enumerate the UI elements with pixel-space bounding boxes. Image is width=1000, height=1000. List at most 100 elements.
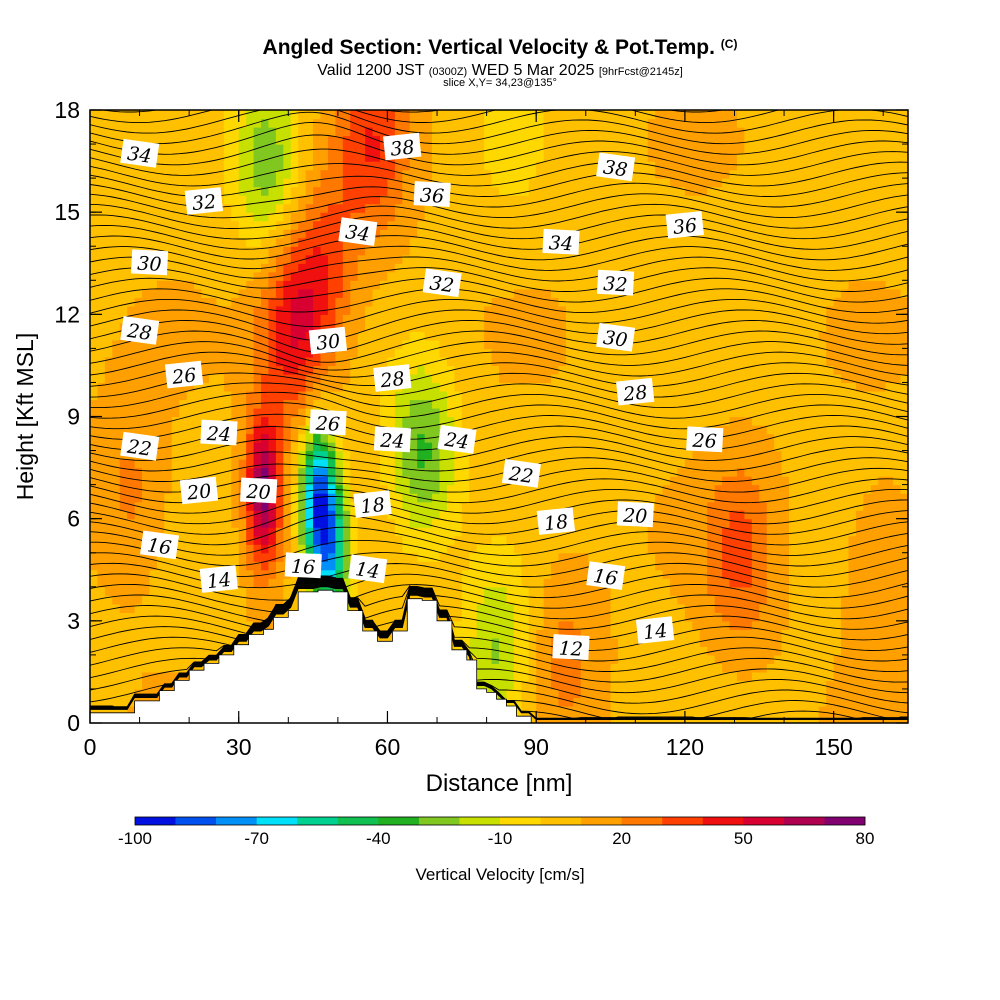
- velocity-cell: [149, 288, 158, 298]
- velocity-cell: [104, 305, 113, 315]
- velocity-cell: [201, 637, 210, 647]
- velocity-cell: [134, 110, 143, 120]
- velocity-cell: [573, 314, 582, 324]
- velocity-cell: [551, 629, 560, 639]
- velocity-cell: [499, 186, 508, 196]
- velocity-cell: [275, 450, 284, 460]
- velocity-cell: [194, 552, 203, 562]
- velocity-cell: [506, 442, 515, 452]
- velocity-cell: [543, 578, 552, 588]
- velocity-cell: [588, 297, 597, 307]
- velocity-cell: [186, 339, 195, 349]
- velocity-cell: [565, 195, 574, 205]
- velocity-cell: [528, 552, 537, 562]
- velocity-cell: [164, 331, 173, 341]
- velocity-cell: [558, 484, 567, 494]
- velocity-cell: [127, 339, 136, 349]
- velocity-cell: [506, 382, 515, 392]
- velocity-cell: [446, 569, 455, 579]
- velocity-cell: [246, 152, 255, 162]
- velocity-cell: [402, 510, 411, 520]
- velocity-cell: [432, 501, 441, 511]
- velocity-cell: [104, 390, 113, 401]
- velocity-cell: [417, 569, 426, 579]
- velocity-cell: [246, 365, 255, 375]
- velocity-cell: [186, 390, 195, 401]
- velocity-cell: [439, 348, 448, 358]
- velocity-cell: [127, 178, 136, 188]
- velocity-cell: [372, 356, 381, 367]
- velocity-cell: [90, 339, 99, 349]
- velocity-cell: [461, 229, 470, 239]
- velocity-cell: [313, 135, 322, 145]
- velocity-cell: [595, 476, 604, 486]
- velocity-cell: [551, 493, 560, 503]
- velocity-cell: [350, 578, 359, 588]
- velocity-cell: [595, 425, 604, 435]
- velocity-cell: [194, 646, 203, 656]
- velocity-cell: [588, 459, 597, 469]
- velocity-cell: [513, 425, 522, 435]
- velocity-cell: [513, 595, 522, 605]
- velocity-cell: [97, 637, 106, 647]
- velocity-cell: [595, 416, 604, 426]
- velocity-cell: [499, 535, 508, 545]
- velocity-cell: [513, 110, 522, 120]
- velocity-cell: [119, 297, 128, 307]
- velocity-cell: [573, 169, 582, 179]
- velocity-cell: [409, 237, 418, 247]
- velocity-cell: [142, 271, 151, 281]
- velocity-cell: [417, 314, 426, 324]
- velocity-cell: [506, 399, 515, 409]
- velocity-cell: [290, 390, 299, 401]
- velocity-cell: [521, 578, 530, 588]
- velocity-cell: [394, 407, 403, 418]
- velocity-cell: [104, 322, 113, 332]
- velocity-cell: [521, 399, 530, 409]
- velocity-cell: [588, 705, 597, 716]
- velocity-cell: [223, 637, 232, 647]
- velocity-cell: [171, 450, 180, 460]
- velocity-cell: [365, 305, 374, 315]
- velocity-cell: [558, 416, 567, 426]
- velocity-cell: [365, 373, 374, 384]
- velocity-cell: [246, 195, 255, 205]
- velocity-cell: [283, 433, 292, 443]
- velocity-cell: [253, 373, 262, 384]
- velocity-cell: [194, 459, 203, 469]
- velocity-cell: [446, 535, 455, 545]
- velocity-cell: [365, 603, 374, 613]
- velocity-cell: [387, 493, 396, 503]
- velocity-cell: [104, 705, 113, 716]
- velocity-cell: [551, 127, 560, 137]
- velocity-cell: [387, 263, 396, 273]
- velocity-cell: [320, 246, 329, 256]
- velocity-cell: [335, 271, 344, 281]
- velocity-cell: [231, 135, 240, 145]
- velocity-cell: [261, 390, 270, 401]
- velocity-cell: [484, 110, 493, 120]
- velocity-cell: [104, 544, 113, 554]
- velocity-cell: [424, 127, 433, 137]
- velocity-cell: [499, 433, 508, 443]
- velocity-cell: [417, 203, 426, 213]
- velocity-cell: [476, 390, 485, 401]
- velocity-cell: [201, 118, 210, 128]
- velocity-cell: [499, 212, 508, 222]
- velocity-cell: [565, 484, 574, 494]
- velocity-cell: [156, 552, 165, 562]
- velocity-cell: [506, 425, 515, 435]
- velocity-cell: [469, 373, 478, 384]
- velocity-cell: [216, 144, 225, 154]
- velocity-cell: [253, 178, 262, 188]
- velocity-cell: [499, 263, 508, 273]
- velocity-cell: [342, 356, 351, 367]
- velocity-cell: [156, 459, 165, 469]
- velocity-cell: [580, 578, 589, 588]
- velocity-cell: [156, 637, 165, 647]
- velocity-cell: [223, 280, 232, 290]
- velocity-cell: [565, 603, 574, 613]
- velocity-cell: [380, 288, 389, 298]
- velocity-cell: [335, 535, 344, 545]
- velocity-cell: [104, 518, 113, 528]
